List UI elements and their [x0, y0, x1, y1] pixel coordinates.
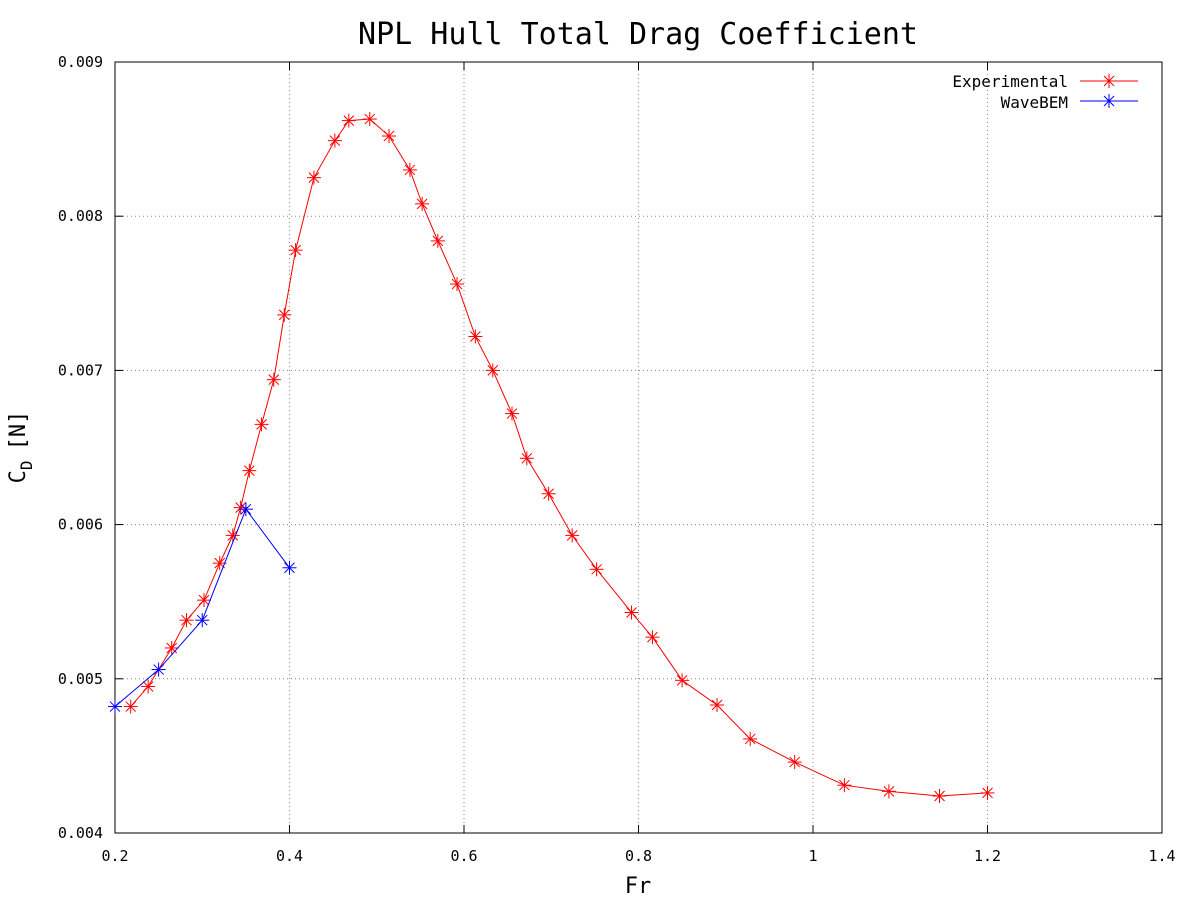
data-point-experimental [327, 133, 342, 148]
x-tick-label: 0.4 [276, 847, 303, 865]
y-tick-label: 0.006 [58, 516, 103, 534]
data-point-wavebem [238, 502, 253, 517]
data-point-experimental [341, 113, 356, 128]
data-point-experimental [787, 755, 802, 770]
data-point-experimental [430, 233, 445, 248]
y-tick-label: 0.004 [58, 824, 103, 842]
data-point-experimental [743, 731, 758, 746]
data-point-experimental [164, 640, 179, 655]
y-tick-label: 0.005 [58, 670, 103, 688]
x-tick-label: 1 [808, 847, 817, 865]
data-point-experimental [565, 528, 580, 543]
data-point-wavebem [282, 560, 297, 575]
data-point-experimental [504, 406, 519, 421]
data-point-wavebem [195, 613, 210, 628]
data-point-experimental [468, 329, 483, 344]
data-point-experimental [519, 451, 534, 466]
x-tick-label: 0.2 [101, 847, 128, 865]
data-point-experimental [254, 417, 269, 432]
data-point-experimental [589, 562, 604, 577]
x-tick-label: 1.2 [974, 847, 1001, 865]
series-line-experimental [130, 118, 988, 797]
data-point-experimental [541, 486, 556, 501]
legend-entry-experimental: Experimental [952, 72, 1138, 91]
y-tick-label: 0.009 [58, 53, 103, 71]
y-axis-label-main: C [6, 470, 31, 483]
y-axis-label: CD [N] [6, 411, 36, 484]
x-tick-label: 1.4 [1148, 847, 1175, 865]
legend: Experimental WaveBEM [952, 72, 1138, 112]
legend-marker-symbol [1102, 74, 1116, 88]
data-point-experimental [675, 673, 690, 688]
data-point-experimental [415, 196, 430, 211]
legend-label-wavebem: WaveBEM [1001, 93, 1068, 112]
series-layer [108, 112, 995, 803]
legend-marker-wavebem [1102, 94, 1116, 108]
data-point-experimental [624, 605, 639, 620]
data-point-experimental [362, 112, 377, 127]
y-axis-label-unit: [N] [6, 411, 31, 451]
data-point-experimental [450, 277, 465, 292]
chart-title: NPL Hull Total Drag Coefficient [358, 17, 918, 52]
x-tick-label: 0.6 [450, 847, 477, 865]
data-point-experimental [225, 528, 240, 543]
plot-frame [114, 61, 1163, 834]
data-point-experimental [123, 699, 138, 714]
data-point-experimental [266, 372, 281, 387]
data-point-experimental [141, 679, 156, 694]
series-line-wavebem [114, 508, 290, 707]
data-point-experimental [881, 784, 896, 799]
data-point-wavebem [108, 699, 122, 714]
y-axis-label-subscript: D [17, 460, 36, 470]
legend-marker-experimental [1102, 74, 1116, 88]
axis-ticks: 0.2 0.4 0.6 0.8 1 1.2 1.4 0.004 0.005 0.006 0.007 0… [58, 53, 1176, 865]
x-axis-label: Fr [625, 874, 652, 899]
grid [115, 62, 1162, 833]
data-point-experimental [837, 778, 852, 793]
data-point-experimental [242, 463, 257, 478]
legend-label-experimental: Experimental [952, 72, 1068, 91]
data-point-experimental [277, 307, 292, 322]
y-tick-label: 0.008 [58, 207, 103, 225]
data-point-experimental [402, 162, 417, 177]
data-point-experimental [485, 363, 500, 378]
data-point-experimental [288, 243, 303, 258]
data-point-experimental [179, 613, 194, 628]
x-tick-label: 0.8 [625, 847, 652, 865]
series-wavebem [108, 502, 297, 714]
series-experimental [123, 112, 995, 803]
data-point-experimental [932, 788, 947, 803]
legend-marker-symbol [1102, 94, 1116, 108]
legend-entry-wavebem: WaveBEM [1001, 93, 1138, 112]
data-point-experimental [306, 170, 321, 185]
data-point-wavebem [151, 662, 166, 677]
data-point-experimental [196, 593, 211, 608]
data-point-experimental [980, 785, 995, 800]
data-point-experimental [645, 630, 660, 645]
data-point-experimental [710, 698, 725, 713]
y-tick-label: 0.007 [58, 361, 103, 379]
data-point-experimental [381, 129, 396, 144]
